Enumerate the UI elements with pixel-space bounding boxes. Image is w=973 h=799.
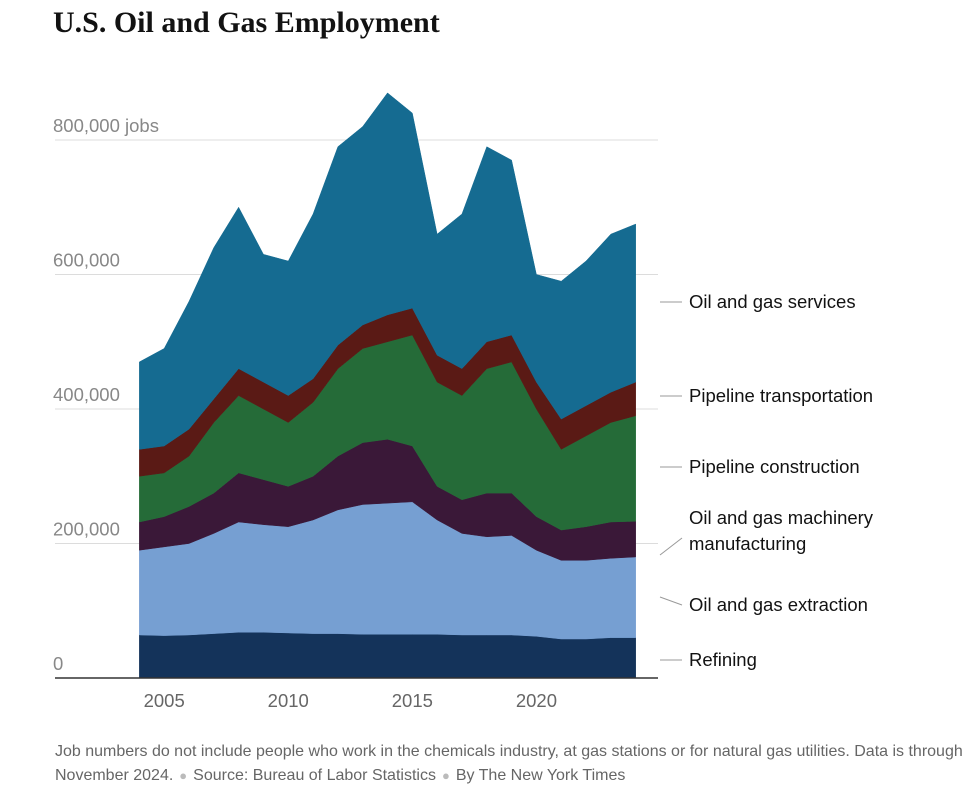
y-tick-label: 800,000 jobs [53,115,159,136]
y-tick-label: 400,000 [53,384,120,405]
y-tick-label: 600,000 [53,250,120,271]
separator: ● [441,768,450,783]
series-label: Oil and gas extraction [689,594,868,615]
x-tick-label: 2010 [268,690,309,711]
x-tick-label: 2005 [144,690,185,711]
x-tick-label: 2015 [392,690,433,711]
credit: By The New York Times [455,767,626,784]
leader-line [659,596,683,606]
leader-line [659,537,683,556]
footnote: Job numbers do not include people who wo… [55,740,967,788]
y-tick-label: 200,000 [53,519,120,540]
series-label: Pipeline transportation [689,385,874,406]
x-tick-label: 2020 [516,690,557,711]
source: Source: Bureau of Labor Statistics [193,767,436,784]
chart-title: U.S. Oil and Gas Employment [53,6,440,39]
series-label: Pipeline construction [689,456,860,477]
note: Job numbers do not include people who wo… [55,743,963,784]
series-label: Refining [689,649,757,670]
chart: 0 200,000 400,000 600,000 800,000 jobs 2005 20… [53,92,683,711]
series-label: Oil and gas machinery manufacturing [689,507,874,554]
y-tick-label: 0 [53,653,63,674]
series-label: Oil and gas services [689,291,856,312]
separator: ● [179,768,188,783]
area [139,92,636,450]
